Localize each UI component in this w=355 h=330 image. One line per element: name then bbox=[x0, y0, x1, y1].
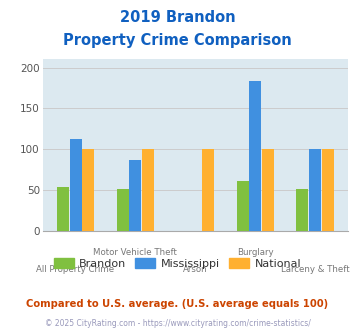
Bar bbox=[82, 149, 94, 231]
Bar bbox=[309, 149, 321, 231]
Legend: Brandon, Mississippi, National: Brandon, Mississippi, National bbox=[49, 253, 306, 273]
Bar bbox=[249, 81, 261, 231]
Text: Arson: Arson bbox=[183, 265, 208, 274]
Text: Larceny & Theft: Larceny & Theft bbox=[281, 265, 349, 274]
Bar bbox=[322, 149, 334, 231]
Bar bbox=[262, 149, 274, 231]
Text: © 2025 CityRating.com - https://www.cityrating.com/crime-statistics/: © 2025 CityRating.com - https://www.city… bbox=[45, 319, 310, 328]
Bar bbox=[236, 181, 248, 231]
Bar bbox=[130, 160, 141, 231]
Bar bbox=[142, 149, 154, 231]
Text: All Property Crime: All Property Crime bbox=[37, 265, 115, 274]
Text: 2019 Brandon: 2019 Brandon bbox=[120, 10, 235, 25]
Text: Motor Vehicle Theft: Motor Vehicle Theft bbox=[93, 248, 178, 257]
Bar bbox=[117, 189, 129, 231]
Bar bbox=[70, 139, 82, 231]
Text: Compared to U.S. average. (U.S. average equals 100): Compared to U.S. average. (U.S. average … bbox=[26, 299, 329, 309]
Bar bbox=[57, 187, 69, 231]
Bar bbox=[296, 188, 308, 231]
Text: Property Crime Comparison: Property Crime Comparison bbox=[63, 33, 292, 48]
Text: Burglary: Burglary bbox=[237, 248, 273, 257]
Bar bbox=[202, 149, 214, 231]
